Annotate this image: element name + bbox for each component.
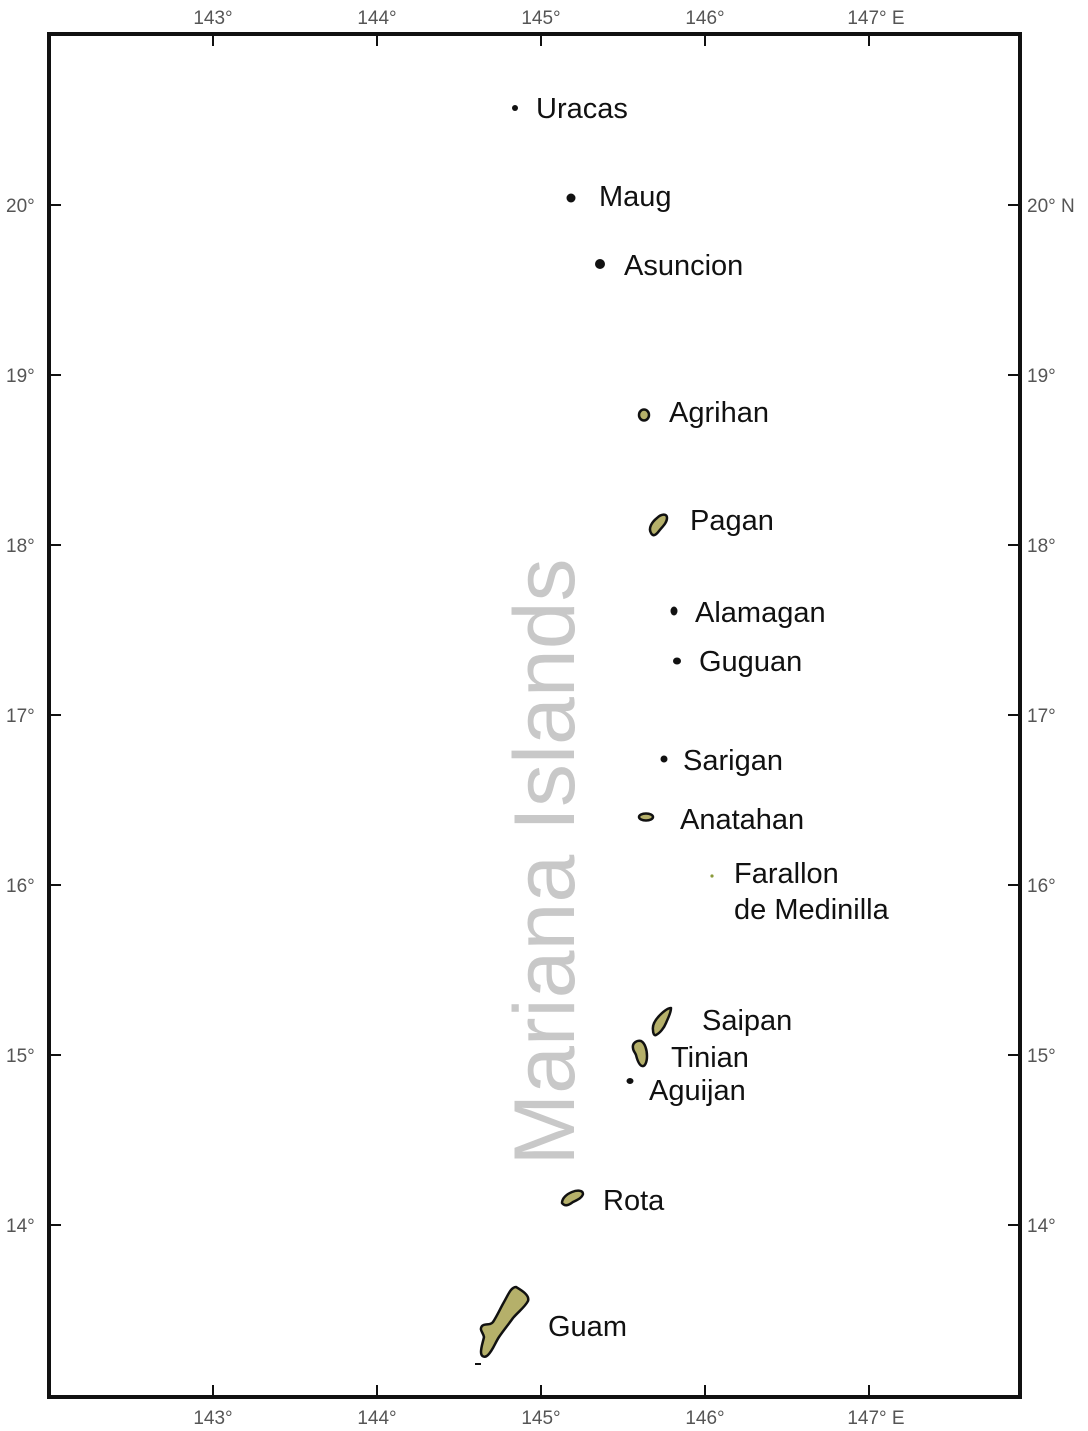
farallon-de-medinilla-island — [710, 874, 713, 877]
label-asuncion: Asuncion — [624, 250, 743, 282]
sarigan-island — [661, 756, 668, 763]
label-agrihan: Agrihan — [669, 397, 769, 429]
right-tick-label: 14° — [1027, 1216, 1056, 1237]
top-tick-label: 143° — [193, 8, 232, 29]
label-tinian: Tinian — [671, 1042, 749, 1074]
bottom-tick-label: 143° — [193, 1408, 232, 1429]
guguan-island — [673, 658, 681, 665]
left-tick-label: 14° — [6, 1216, 35, 1237]
right-tick-label: 19° — [1027, 366, 1056, 387]
label-rota: Rota — [603, 1185, 665, 1217]
label-anatahan: Anatahan — [680, 804, 804, 836]
aguijan-island — [627, 1078, 634, 1084]
left-tick-label: 16° — [6, 876, 35, 897]
pagan-island — [650, 515, 667, 536]
right-tick-label: 17° — [1027, 706, 1056, 727]
guam-island — [481, 1287, 528, 1357]
maug-island — [567, 194, 576, 203]
rota-island — [562, 1191, 583, 1206]
label-farallon-line1: Farallon — [734, 858, 839, 890]
label-maug: Maug — [599, 181, 672, 213]
right-tick-label: 15° — [1027, 1046, 1056, 1067]
label-pagan: Pagan — [690, 505, 774, 537]
saipan-island — [653, 1008, 671, 1035]
left-tick-label: 19° — [6, 366, 35, 387]
left-tick-label: 20° — [6, 196, 35, 217]
top-tick-label: 146° — [685, 8, 724, 29]
bottom-tick-label: 145° — [521, 1408, 560, 1429]
label-aguijan: Aguijan — [649, 1075, 746, 1107]
label-saipan: Saipan — [702, 1005, 792, 1037]
left-tick-label: 15° — [6, 1046, 35, 1067]
label-sarigan: Sarigan — [683, 745, 783, 777]
label-guguan: Guguan — [699, 646, 802, 678]
agrihan-island — [639, 410, 649, 421]
label-alamagan: Alamagan — [695, 597, 826, 629]
right-tick-label: 20° N — [1027, 196, 1075, 217]
label-farallon-line2: de Medinilla — [734, 894, 890, 926]
label-uracas: Uracas — [536, 93, 628, 125]
label-guam: Guam — [548, 1311, 627, 1343]
right-tick-label: 18° — [1027, 536, 1056, 557]
uracas-island — [512, 105, 518, 111]
region-label: Mariana Islands — [497, 558, 593, 1165]
top-tick-label: 144° — [357, 8, 396, 29]
bottom-tick-label: 147° E — [847, 1408, 904, 1429]
left-tick-label: 18° — [6, 536, 35, 557]
anatahan-island — [639, 814, 653, 821]
bottom-tick-label: 144° — [357, 1408, 396, 1429]
asuncion-island — [595, 259, 605, 269]
top-tick-label: 147° E — [847, 8, 904, 29]
top-tick-label: 145° — [521, 8, 560, 29]
bottom-tick-label: 146° — [685, 1408, 724, 1429]
left-tick-label: 17° — [6, 706, 35, 727]
alamagan-island — [671, 607, 678, 616]
tinian-island — [633, 1041, 647, 1066]
right-tick-label: 16° — [1027, 876, 1056, 897]
